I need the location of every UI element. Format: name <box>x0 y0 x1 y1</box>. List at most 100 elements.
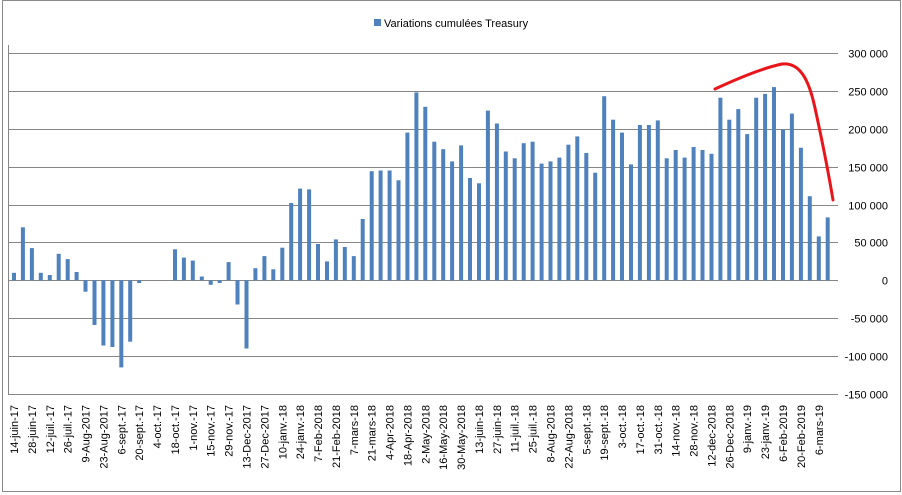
x-tick-label: 20-Feb-2019 <box>796 405 808 468</box>
x-tick-label: 16-May-2018 <box>438 405 450 470</box>
x-tick-label: 8-Aug-2018 <box>546 405 558 463</box>
bar <box>566 144 571 281</box>
y-tick-label: -100 000 <box>845 352 888 364</box>
bar <box>387 170 392 281</box>
x-tick-label: 4-Apr-2018 <box>385 405 397 460</box>
x-tick-label: 14-juin-17 <box>9 405 21 454</box>
x-tick-label: 30-May-2018 <box>456 405 468 470</box>
bar <box>468 178 472 281</box>
x-tick-label: 5-sept.-18 <box>581 405 593 455</box>
x-tick-label: 28-juin-17 <box>27 405 39 454</box>
bar <box>29 248 34 281</box>
bar <box>128 280 133 342</box>
bar <box>101 280 106 346</box>
bar <box>208 280 213 285</box>
bar <box>289 203 294 281</box>
y-tick-label: 250 000 <box>848 87 888 99</box>
x-tick-label: 18-oct.-17 <box>170 405 182 455</box>
x-tick-label: 31-oct.-18 <box>653 405 665 455</box>
x-tick-label: 10-janv.-18 <box>277 405 289 459</box>
x-tick-label: 18-Apr-2018 <box>402 405 414 466</box>
x-tick-label: 6-Feb-2019 <box>778 405 790 462</box>
bar <box>646 125 651 281</box>
x-tick-label: 26-juil.-17 <box>63 405 75 453</box>
bar <box>119 280 124 368</box>
bar <box>316 244 320 281</box>
bar <box>798 147 803 281</box>
bar <box>512 158 517 281</box>
bar <box>539 163 544 281</box>
bar <box>655 120 660 281</box>
bar <box>807 196 812 281</box>
bar <box>485 110 490 281</box>
bar <box>74 272 79 281</box>
bar <box>351 256 356 281</box>
bar <box>682 157 687 281</box>
x-tick-label: 6-sept.-17 <box>116 405 128 455</box>
x-tick-label: 15-nov.-17 <box>206 405 218 457</box>
bar <box>754 97 759 281</box>
bar <box>727 119 732 281</box>
y-tick-label: -150 000 <box>845 390 888 402</box>
x-tick-label: 3-oct.-18 <box>617 405 629 448</box>
bar <box>369 171 374 281</box>
bar <box>271 269 276 281</box>
bar <box>217 280 222 283</box>
bar <box>423 106 428 281</box>
bar <box>816 236 821 281</box>
bar <box>405 132 410 281</box>
x-tick-label: 9-janv.-19 <box>742 405 754 453</box>
bar <box>825 217 830 281</box>
x-tick-label: 1-nov.-17 <box>188 405 200 451</box>
bar <box>530 141 535 281</box>
bar <box>575 136 580 281</box>
x-tick-label: 13-juin-18 <box>474 405 486 454</box>
bar <box>736 109 741 281</box>
bar <box>360 219 365 281</box>
bar <box>92 280 97 325</box>
bar <box>307 189 312 281</box>
y-tick-label: 100 000 <box>848 201 888 213</box>
x-axis-ticks: 14-juin-17 28-juin-17 12-juil.-17 26-juil.-… <box>9 405 826 470</box>
bar <box>378 170 383 281</box>
bar <box>459 145 464 281</box>
bar <box>190 260 195 281</box>
bar <box>691 147 696 281</box>
bar <box>521 143 526 281</box>
bar <box>548 161 553 281</box>
bar <box>441 149 446 281</box>
bar <box>620 132 624 281</box>
y-tick-label: 300 000 <box>848 49 888 61</box>
bar <box>584 153 589 281</box>
bars <box>12 87 830 368</box>
bar <box>56 253 61 281</box>
bar <box>414 92 419 281</box>
legend: Variations cumulées Treasury <box>374 18 529 30</box>
x-tick-label: 11-juil.-18 <box>510 405 522 453</box>
bar <box>244 280 249 349</box>
x-tick-label: 7-Feb-2018 <box>313 405 325 462</box>
bar <box>20 227 25 281</box>
x-tick-label: 29-nov.-17 <box>224 405 236 457</box>
bar <box>709 153 714 281</box>
bar <box>83 280 88 292</box>
bar <box>110 280 115 347</box>
bar <box>593 172 598 281</box>
bar <box>47 275 52 281</box>
x-tick-label: 26-Dec-2018 <box>724 405 736 469</box>
bar <box>700 150 705 281</box>
bar <box>262 256 267 281</box>
y-tick-label: 50 000 <box>854 238 888 250</box>
x-tick-label: 12-juil.-17 <box>45 405 57 453</box>
x-tick-label: 9-Aug-2017 <box>81 405 93 463</box>
bar <box>611 119 616 281</box>
x-tick-label: 23-Aug-2017 <box>98 405 110 469</box>
x-tick-label: 6-mars-19 <box>814 405 826 455</box>
bar <box>477 183 481 281</box>
bar <box>450 161 455 281</box>
gridlines <box>8 45 838 395</box>
bar <box>494 123 499 281</box>
y-tick-label: -50 000 <box>851 314 888 326</box>
bar <box>789 113 794 281</box>
